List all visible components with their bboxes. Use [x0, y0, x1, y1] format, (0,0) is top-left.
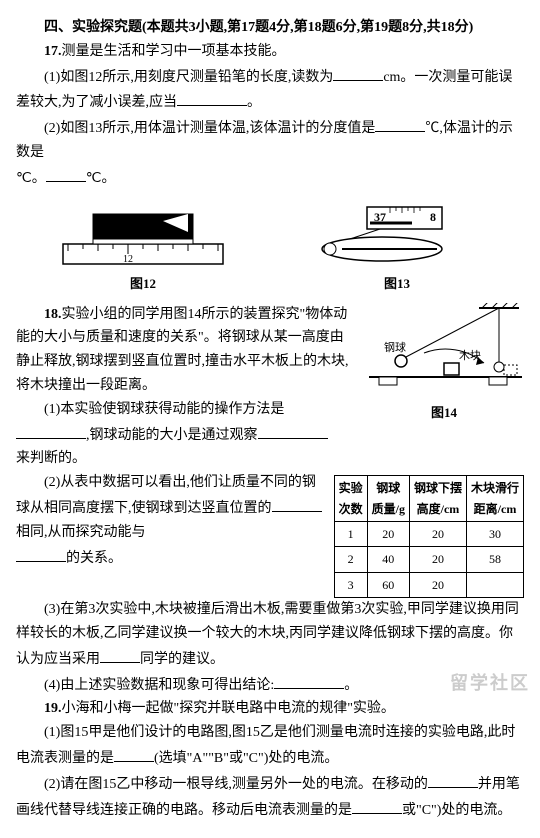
blank [114, 745, 154, 762]
q18-3: (3)在第3次实验中,木块被撞后滑出木板,需要重做第3次实验,甲同学建议换用同样… [16, 602, 519, 667]
td: 20 [367, 522, 409, 547]
blank [258, 422, 328, 439]
q19-1b: (选填"A""B"或"C")处的电流。 [154, 751, 338, 766]
q18-1b: ,钢球动能的大小是通过观察 [86, 428, 258, 443]
td: 30 [466, 522, 523, 547]
q17-1c: 。 [247, 95, 261, 110]
q19-2c: 或"C")处的电流。 [402, 803, 511, 818]
td: 40 [367, 547, 409, 572]
fig13-label: 图13 [384, 273, 410, 295]
q18-table: 实验次数钢球质量/g钢球下摆高度/cm木块滑行距离/cm 1202030 240… [334, 471, 524, 598]
q18-1c: 来判断的。 [16, 451, 86, 466]
blank [352, 797, 402, 814]
fig13-svg: 37 8 [312, 199, 482, 269]
blank [100, 646, 140, 663]
q17-num: 17. [44, 44, 62, 59]
blank [177, 89, 247, 106]
svg-text:8: 8 [430, 210, 436, 224]
fig12-svg: 12 [58, 199, 228, 269]
blank [333, 64, 383, 81]
blank [375, 115, 425, 132]
blank [16, 422, 86, 439]
q18-4b: 。 [344, 678, 358, 693]
q19: 19.小海和小梅一起做"探究并联电路中电流的规律"实验。 (1)图15甲是他们设… [16, 697, 524, 822]
blank [272, 495, 322, 512]
th: 钢球下摆高度/cm [409, 476, 466, 522]
figure-row-1: 12 图12 37 8 图13 [16, 199, 524, 295]
q19-num: 19. [44, 701, 62, 716]
td: 2 [334, 547, 367, 572]
td: 20 [409, 572, 466, 597]
blank [46, 165, 86, 182]
svg-text:钢球: 钢球 [384, 340, 406, 354]
th: 木块滑行距离/cm [466, 476, 523, 522]
td: 58 [466, 547, 523, 572]
q18-intro: 实验小组的同学用图14所示的装置探究"物体动能的大小与质量和速度的关系"。将钢球… [16, 307, 349, 393]
q17-intro: 测量是生活和学习中一项基本技能。 [62, 44, 286, 59]
section-title: 四、实验探究题(本题共3小题,第17题4分,第18题6分,第19题8分,共18分… [16, 16, 524, 40]
q17: 17.测量是生活和学习中一项基本技能。 (1)如图12所示,用刻度尺测量铅笔的长… [16, 40, 524, 295]
q17-1a: (1)如图12所示,用刻度尺测量铅笔的长度,读数为 [44, 70, 333, 85]
q17-2a: (2)如图13所示,用体温计测量体温,该体温计的分度值是 [44, 121, 375, 136]
q18-3b: 同学的建议。 [140, 652, 224, 667]
q18-4: (4)由上述实验数据和现象可得出结论: [44, 678, 274, 693]
figure-12: 12 图12 [58, 199, 228, 295]
td: 20 [409, 522, 466, 547]
th: 钢球质量/g [367, 476, 409, 522]
q17-2c: ℃。 [16, 171, 46, 186]
fig14-svg: 钢球 木块 [364, 303, 524, 398]
q18-2c: 的关系。 [66, 551, 122, 566]
q19-intro: 小海和小梅一起做"探究并联电路中电流的规律"实验。 [62, 701, 395, 716]
td: 60 [367, 572, 409, 597]
watermark: 留学社区 [450, 668, 530, 699]
svg-text:12: 12 [123, 254, 133, 265]
q18: 18.实验小组的同学用图14所示的装置探究"物体动能的大小与质量和速度的关系"。… [16, 303, 524, 698]
q18-num: 18. [44, 307, 62, 322]
td: 20 [409, 547, 466, 572]
q19-2: (2)请在图15乙中移动一根导线,测量另外一处的电流。在移动的 [44, 777, 428, 792]
td: 3 [334, 572, 367, 597]
fig14-label: 图14 [431, 402, 457, 424]
fig12-label: 图12 [130, 273, 156, 295]
td [466, 572, 523, 597]
svg-text:木块: 木块 [459, 349, 481, 362]
q18-2b: 相同,从而探究动能与 [16, 525, 146, 540]
th: 实验次数 [334, 476, 367, 522]
figure-14: 钢球 木块 图14 [364, 303, 524, 472]
blank [16, 545, 66, 562]
q18-1a: (1)本实验使钢球获得动能的操作方法是 [44, 402, 284, 417]
blank [428, 771, 478, 788]
figure-13: 37 8 图13 [312, 199, 482, 295]
blank [274, 672, 344, 689]
td: 1 [334, 522, 367, 547]
